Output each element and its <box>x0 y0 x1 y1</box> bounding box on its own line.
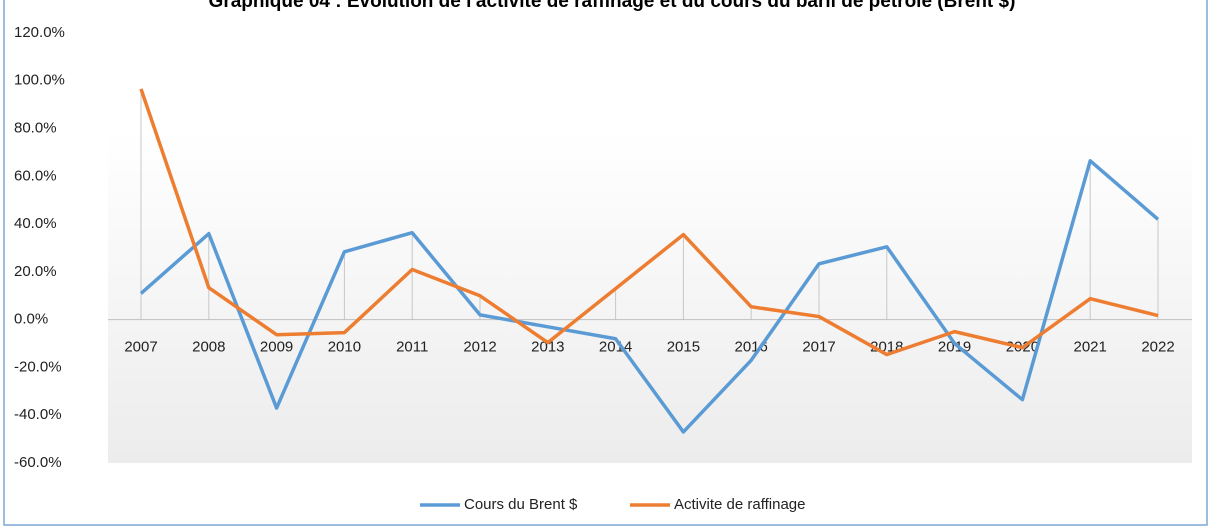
y-tick-label: 100.0% <box>14 72 65 89</box>
x-tick-label: 2010 <box>328 339 361 356</box>
series-line <box>139 159 1160 434</box>
x-tick-label: 2017 <box>802 339 835 356</box>
x-tick-label: 2012 <box>463 339 496 356</box>
series-line <box>139 88 1159 357</box>
frame <box>3 0 1208 526</box>
chart-title: Graphique 04 : Evolution de l'activité d… <box>209 0 1016 12</box>
y-tick-label: -40.0% <box>14 406 62 423</box>
x-tick-label: 2022 <box>1141 339 1174 356</box>
legend-label: Activite de raffinage <box>674 496 805 513</box>
y-tick-label: 60.0% <box>14 167 57 184</box>
x-tick-label: 2021 <box>1074 339 1107 356</box>
legend-label: Cours du Brent $ <box>464 496 578 513</box>
y-tick-label: 0.0% <box>14 311 48 328</box>
x-tick-label: 2007 <box>124 339 157 356</box>
y-tick-label: -60.0% <box>14 454 62 471</box>
x-tick-label: 2013 <box>531 339 564 356</box>
x-tick-label: 2015 <box>667 339 700 356</box>
plot-background <box>108 130 1192 463</box>
y-tick-label: 20.0% <box>14 263 57 280</box>
x-tick-label: 2008 <box>192 339 225 356</box>
y-tick-label: 120.0% <box>14 24 65 41</box>
y-tick-label: -20.0% <box>14 358 62 375</box>
y-tick-label: 80.0% <box>14 120 57 137</box>
x-tick-label: 2011 <box>396 339 428 356</box>
x-tick-label: 2009 <box>260 339 293 356</box>
y-tick-label: 40.0% <box>14 215 57 232</box>
